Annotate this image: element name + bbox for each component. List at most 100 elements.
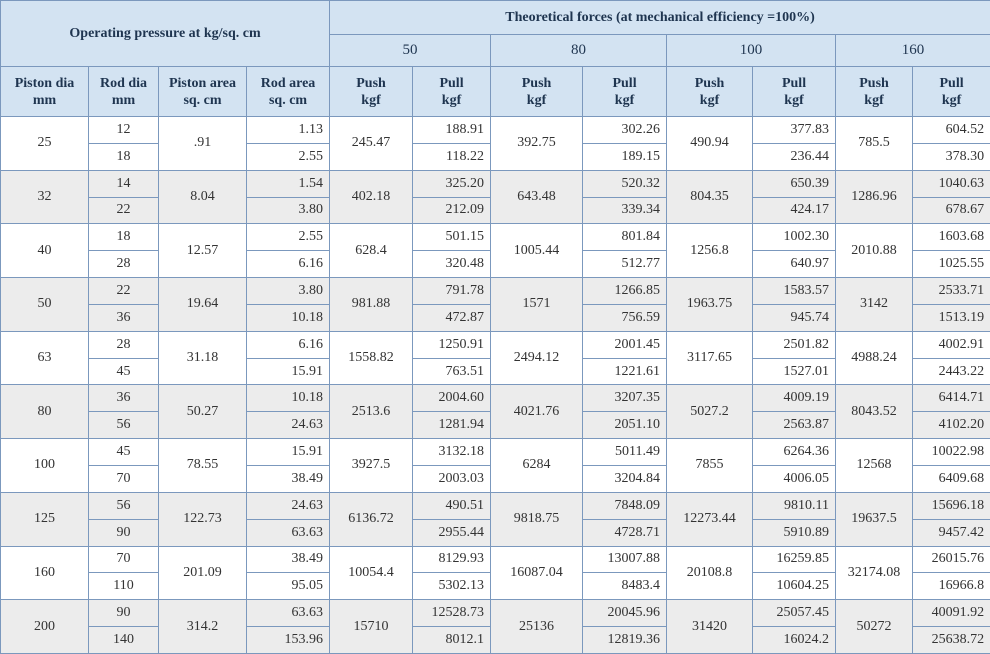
pull-force: 640.97 (753, 251, 836, 278)
pull-force: 763.51 (413, 358, 491, 385)
push-force: 31420 (667, 600, 753, 654)
column-header-line: Push (836, 75, 912, 92)
rod-area: 10.18 (247, 304, 330, 331)
push-force: 19637.5 (836, 492, 913, 546)
push-force: 1571 (491, 278, 583, 332)
rod-area: 95.05 (247, 573, 330, 600)
pull-force: 10604.25 (753, 573, 836, 600)
pressure-header: 160 (836, 35, 990, 67)
pull-force: 339.34 (583, 197, 667, 224)
pull-force: 236.44 (753, 143, 836, 170)
push-force: 3927.5 (330, 439, 413, 493)
push-force: 20108.8 (667, 546, 753, 600)
pull-force: 7848.09 (583, 492, 667, 519)
column-header-line: Rod area (247, 75, 329, 92)
push-force: 9818.75 (491, 492, 583, 546)
pull-force: 4009.19 (753, 385, 836, 412)
pull-force: 13007.88 (583, 546, 667, 573)
push-force: 1963.75 (667, 278, 753, 332)
piston-area: 201.09 (159, 546, 247, 600)
pull-force: 8012.1 (413, 627, 491, 654)
pull-force: 15696.18 (913, 492, 990, 519)
column-header-line: kgf (753, 92, 835, 109)
pull-force: 212.09 (413, 197, 491, 224)
push-force: 2513.6 (330, 385, 413, 439)
push-force: 50272 (836, 600, 913, 654)
rod-dia: 70 (89, 465, 159, 492)
pull-force: 6409.68 (913, 465, 990, 492)
rod-dia: 18 (89, 224, 159, 251)
column-header-line: kgf (836, 92, 912, 109)
pull-force: 1583.57 (753, 278, 836, 305)
push-force: 6284 (491, 439, 583, 493)
piston-dia: 200 (1, 600, 89, 654)
pull-force: 9810.11 (753, 492, 836, 519)
push-force: 15710 (330, 600, 413, 654)
column-header-line: Push (491, 75, 582, 92)
push-force: 5027.2 (667, 385, 753, 439)
rod-area: 6.16 (247, 251, 330, 278)
rod-dia: 90 (89, 519, 159, 546)
column-header-line: Rod dia (89, 75, 158, 92)
piston-dia: 25 (1, 117, 89, 171)
rod-area: 63.63 (247, 519, 330, 546)
rod-dia: 28 (89, 251, 159, 278)
pull-force: 2051.10 (583, 412, 667, 439)
push-force: 12568 (836, 439, 913, 493)
pull-force: 320.48 (413, 251, 491, 278)
push-force: 490.94 (667, 117, 753, 171)
piston-dia: 125 (1, 492, 89, 546)
pull-force: 378.30 (913, 143, 990, 170)
theoretical-forces-header: Theoretical forces (at mechanical effici… (330, 1, 990, 35)
pull-force: 8483.4 (583, 573, 667, 600)
pull-force: 650.39 (753, 170, 836, 197)
rod-dia: 14 (89, 170, 159, 197)
rod-dia: 140 (89, 627, 159, 654)
push-force: 804.35 (667, 170, 753, 224)
rod-area: 24.63 (247, 492, 330, 519)
piston-area: 314.2 (159, 600, 247, 654)
push-force: 10054.4 (330, 546, 413, 600)
pull-force: 4728.71 (583, 519, 667, 546)
rod-area: 10.18 (247, 385, 330, 412)
pull-force: 678.67 (913, 197, 990, 224)
push-force: 16087.04 (491, 546, 583, 600)
pull-force: 1603.68 (913, 224, 990, 251)
rod-area: 2.55 (247, 224, 330, 251)
piston-dia: 40 (1, 224, 89, 278)
pull-force: 16024.2 (753, 627, 836, 654)
rod-dia: 22 (89, 278, 159, 305)
rod-dia: 45 (89, 358, 159, 385)
pull-force: 16259.85 (753, 546, 836, 573)
pull-force: 2003.03 (413, 465, 491, 492)
pull-force: 26015.76 (913, 546, 990, 573)
column-header-line: mm (89, 92, 158, 109)
push-force: 1286.96 (836, 170, 913, 224)
push-force: 3117.65 (667, 331, 753, 385)
push-force: 25136 (491, 600, 583, 654)
piston-dia: 160 (1, 546, 89, 600)
pull-force: 12819.36 (583, 627, 667, 654)
rod-area: 3.80 (247, 197, 330, 224)
pull-force: 8129.93 (413, 546, 491, 573)
push-force: 1256.8 (667, 224, 753, 278)
column-header-line: Pull (413, 75, 490, 92)
push-force: 402.18 (330, 170, 413, 224)
push-force: 1558.82 (330, 331, 413, 385)
